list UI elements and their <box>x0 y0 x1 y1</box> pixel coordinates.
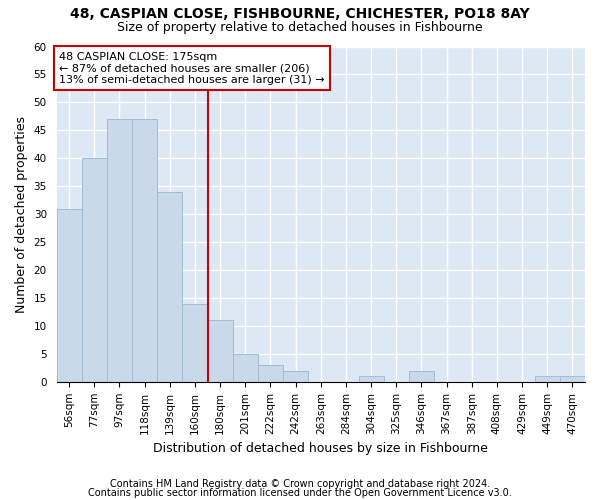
Bar <box>182 304 208 382</box>
Bar <box>157 192 182 382</box>
Bar <box>560 376 585 382</box>
Bar <box>82 158 107 382</box>
Text: Contains public sector information licensed under the Open Government Licence v3: Contains public sector information licen… <box>88 488 512 498</box>
Bar <box>233 354 258 382</box>
Text: Contains HM Land Registry data © Crown copyright and database right 2024.: Contains HM Land Registry data © Crown c… <box>110 479 490 489</box>
Bar <box>535 376 560 382</box>
Y-axis label: Number of detached properties: Number of detached properties <box>15 116 28 312</box>
Text: 48, CASPIAN CLOSE, FISHBOURNE, CHICHESTER, PO18 8AY: 48, CASPIAN CLOSE, FISHBOURNE, CHICHESTE… <box>70 8 530 22</box>
Bar <box>409 370 434 382</box>
Text: Size of property relative to detached houses in Fishbourne: Size of property relative to detached ho… <box>117 21 483 34</box>
Bar <box>132 119 157 382</box>
Bar <box>283 370 308 382</box>
X-axis label: Distribution of detached houses by size in Fishbourne: Distribution of detached houses by size … <box>154 442 488 455</box>
Bar <box>208 320 233 382</box>
Bar <box>359 376 383 382</box>
Text: 48 CASPIAN CLOSE: 175sqm
← 87% of detached houses are smaller (206)
13% of semi-: 48 CASPIAN CLOSE: 175sqm ← 87% of detach… <box>59 52 325 84</box>
Bar <box>258 365 283 382</box>
Bar <box>107 119 132 382</box>
Bar <box>56 208 82 382</box>
